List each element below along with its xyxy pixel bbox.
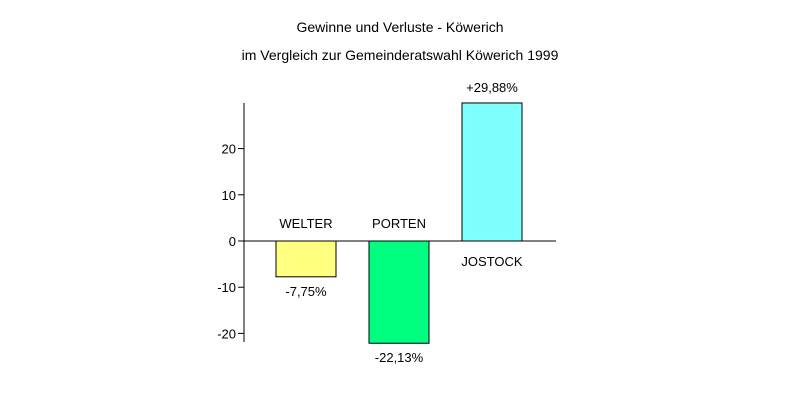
category-label: PORTEN (372, 216, 426, 231)
y-tick-label: 10 (222, 188, 236, 203)
y-axis: 20 10 0 -10 -20 (217, 103, 245, 342)
data-label: -22,13% (375, 350, 424, 365)
y-tick-label: 0 (229, 234, 236, 249)
chart-title: Gewinne und Verluste - Köwerich (296, 19, 504, 35)
category-label: WELTER (279, 216, 332, 231)
data-label: +29,88% (466, 80, 518, 95)
chart-subtitle: im Vergleich zur Gemeinderatswahl Köweri… (241, 47, 559, 63)
bar-welter (275, 240, 337, 278)
bar-labels: WELTER -7,75% PORTEN -22,13% JOSTOCK +29,88% (279, 80, 523, 365)
y-tick-label: -10 (217, 280, 236, 295)
bar-jostock (461, 102, 523, 242)
data-label: -7,75% (285, 284, 327, 299)
y-tick-label: -20 (217, 326, 236, 341)
y-tick-label: 20 (222, 142, 236, 157)
bar-porten (368, 240, 430, 344)
bars (275, 102, 523, 344)
category-label: JOSTOCK (461, 254, 522, 269)
